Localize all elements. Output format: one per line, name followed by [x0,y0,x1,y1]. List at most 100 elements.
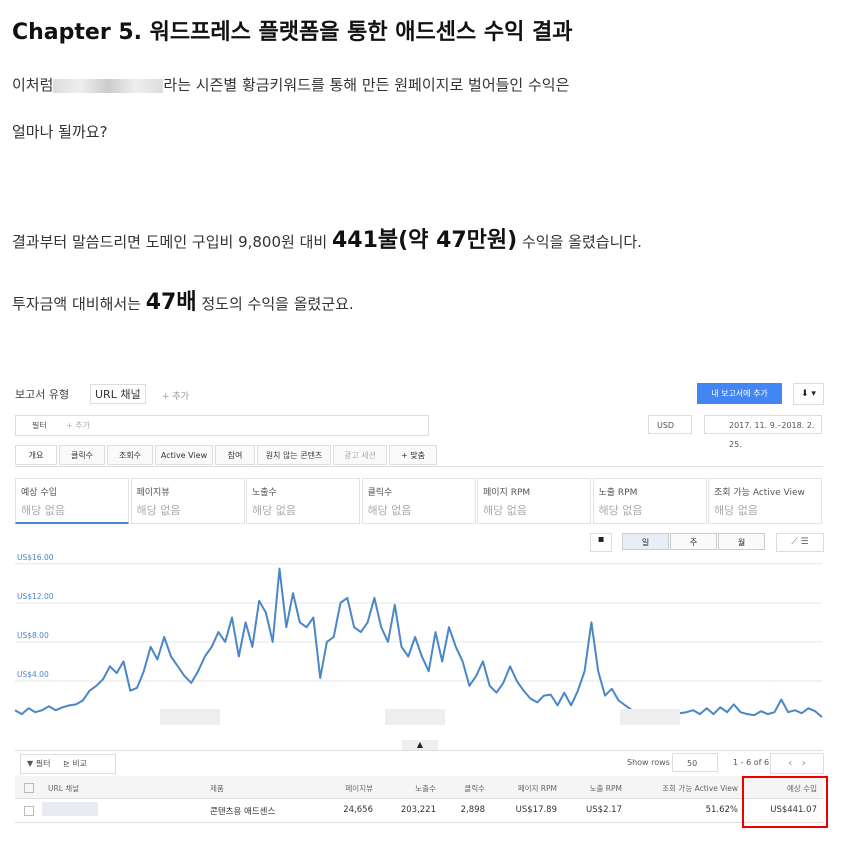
tab[interactable]: 광고 세션 [333,445,387,465]
annotation-button[interactable]: ▪ [590,533,612,552]
blurred-label [385,709,445,725]
divider [15,466,823,467]
blurred-channel [42,802,98,816]
checkbox[interactable] [24,806,34,816]
cell: US$17.89 [515,805,557,815]
rows-select[interactable]: 50 [672,753,718,772]
tab[interactable]: 원치 않는 콘텐츠 [257,445,331,465]
paragraph: 이처럼 라는 시즌별 황금키워드를 통해 만든 원페이지로 벌어들인 수익은 [12,74,569,95]
cell: 24,656 [343,805,373,815]
text: 필터 [35,759,51,768]
paragraph: 결과부터 말씀드리면 도메인 구입비 9,800원 대비 441불(약 47만원… [12,222,642,254]
cell: US$2.17 [586,805,622,815]
text: 정도의 수익을 올렸군요. [196,295,354,313]
column-header: 조회 가능 Active View [662,784,738,793]
tab[interactable]: 개요 [15,445,57,465]
text: 이처럼 [12,76,54,94]
tab[interactable]: 조회수 [107,445,153,465]
table-header [15,776,823,799]
metric-value: 해당 없음 [714,504,758,517]
filter-box[interactable] [15,415,429,436]
column-header: 페이지 RPM [517,784,557,793]
tab[interactable]: 참여 [215,445,255,465]
metric-card[interactable] [708,478,822,524]
y-tick-label: US$4.00 [17,670,49,679]
metric-card[interactable] [361,478,476,524]
blurred-keyword [53,78,164,93]
tab[interactable]: + 맞춤 [389,445,437,465]
y-tick-label: US$16.00 [17,553,54,562]
period-button[interactable]: 월 [718,533,765,550]
text: 투자금액 대비해서는 [12,295,146,313]
divider [15,822,823,823]
metric-value: 해당 없음 [136,504,181,517]
report-type: 보고서 유형 [15,388,70,401]
metric-value: 해당 없음 [598,504,643,517]
highlight-box [742,776,828,828]
column-header: 예상 수입 [787,784,817,793]
column-header: 클릭수 [464,784,485,793]
metric-name: 노출수 [252,488,277,498]
pagination: 1 - 6 of 6 [733,758,770,767]
cell: 51.62% [705,805,738,815]
page-nav[interactable]: ‹ › [770,753,824,774]
text: 결과부터 말씀드리면 도메인 구입비 9,800원 대비 [12,233,332,251]
bold-text: 47배 [145,290,197,315]
text: 라는 시즌별 황금키워드를 통해 만든 원페이지로 벌어들인 수익은 [163,76,570,94]
bold-text: 441불(약 47만원) [331,228,518,253]
column-header: URL 채널 [48,784,80,793]
blurred-label [160,709,220,725]
text: 비교 [72,759,87,768]
metric-name: 예상 수입 [21,488,57,498]
line-chart: US$4.00 US$8.00 US$12.00 US$16.00 [14,553,823,718]
metric-value: 해당 없음 [252,504,296,517]
metric-card[interactable] [246,478,360,524]
y-tick-label: US$8.00 [17,631,49,640]
metric-value: 해당 없음 [483,504,527,517]
metric-name: 페이지뷰 [136,488,170,498]
metric-value: 해당 없음 [21,504,65,517]
currency-select[interactable]: USD [648,415,692,434]
cell: US$441.07 [770,805,817,815]
download-button[interactable]: ⬇ ▾ [793,383,824,405]
period-button[interactable]: 일 [622,533,669,550]
line [14,567,823,718]
cell: 콘텐츠용 애드센스 [210,807,276,817]
column-header: 제품 [210,784,224,793]
period-button[interactable]: 주 [670,533,717,550]
y-tick-label: US$12.00 [17,592,54,601]
collapse-handle[interactable]: ▲ [402,740,438,750]
metric-name: 클릭수 [367,488,393,498]
metric-card[interactable] [477,478,591,524]
metric-name: 조회 가능 Active View [714,488,805,498]
metric-name: 페이지 RPM [483,488,531,498]
compare-button[interactable]: ⊵ 비교 [62,759,87,768]
date-range[interactable]: 2017. 11. 9.–2018. 2. 25. [704,415,822,449]
metric-value: 해당 없음 [367,504,412,517]
filter-button[interactable]: ▼ 필터 [27,759,51,768]
divider [15,750,823,751]
metric-card[interactable] [15,478,129,524]
paragraph: 얼마나 될까요? [12,123,108,141]
column-header: 페이지뷰 [345,784,373,793]
metric-card[interactable] [592,478,707,524]
show-rows-label: Show rows [627,758,670,767]
checkbox[interactable] [24,783,34,793]
heading: Chapter 5. 워드프레스 플랫폼을 통한 애드센스 수익 결과 [12,20,573,45]
text: 수익을 올렸습니다. [517,233,642,251]
view-toggle[interactable]: ⟋ ☰ [776,533,824,552]
save-button[interactable]: 내 보고서에 추가 [697,383,782,404]
channel-dropdown[interactable]: URL 채널 [90,384,146,404]
tab[interactable]: 클릭수 [59,445,105,465]
blurred-label [620,709,680,725]
metric-name: 노출 RPM [598,488,638,498]
cell: 2,898 [460,805,485,815]
add-link[interactable]: + 추가 [162,392,189,402]
metric-card[interactable] [130,478,245,524]
tab[interactable]: Active View [155,445,213,465]
table-toolbar: ▼ 필터 ⊵ 비교 [20,754,116,774]
cell: 203,221 [400,805,436,815]
column-header: 노출 RPM [589,784,622,793]
paragraph: 투자금액 대비해서는 47배 정도의 수익을 올렸군요. [12,284,354,316]
